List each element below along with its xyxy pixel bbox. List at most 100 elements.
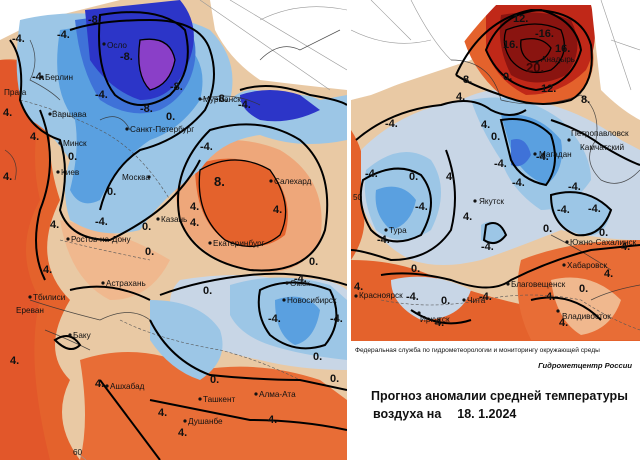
city-blagoveshchensk: Благовещенск xyxy=(511,280,566,289)
contour-label: -4. xyxy=(479,291,492,303)
contour-label: -4. xyxy=(294,273,307,285)
contour-label: 8. xyxy=(581,94,590,106)
city-salekhard: Салехард xyxy=(274,177,312,186)
contour-label: -8. xyxy=(170,81,183,93)
contour-label: 4. xyxy=(3,107,12,119)
grid-label-60: 60 xyxy=(73,448,83,457)
contour-label: -4. xyxy=(268,313,281,325)
city-saint-petersburg: Санкт-Петербург xyxy=(130,125,194,134)
forecast-caption: Федеральная служба по гидрометеорологии … xyxy=(351,341,640,460)
city-novosibirsk: Новосибирск xyxy=(287,296,337,305)
contour-label: 4. xyxy=(190,217,199,229)
extreme-hot-core xyxy=(499,12,578,83)
west-map-panel: 60 -8. -4. -4. -4. -8. -8. -4. -8. -8. -… xyxy=(0,0,347,460)
contour-label: 4. xyxy=(559,317,568,329)
city-omsk: Омск xyxy=(290,279,310,288)
contour-label: 4. xyxy=(10,355,19,367)
city-yuzhno-sakhalinsk: Южно-Сахалинск xyxy=(570,238,637,247)
contour-label: -8. xyxy=(215,93,228,105)
contour-label: -4. xyxy=(512,177,525,189)
contour-label: 4. xyxy=(604,268,613,280)
city-petropavlovsk: Петропавловск xyxy=(571,129,629,138)
contour-label: 0. xyxy=(579,283,588,295)
contour-label: -4. xyxy=(238,99,251,111)
city-oslo: Осло xyxy=(107,41,127,50)
contour-label: -4. xyxy=(200,141,213,153)
contour-label: -16. xyxy=(535,28,554,40)
city-anadyr: Анадырь xyxy=(541,55,575,64)
contour-label: -4. xyxy=(330,313,343,325)
city-yerevan: Ереван xyxy=(16,306,44,315)
contour-label: 4. xyxy=(463,211,472,223)
contour-label: -4. xyxy=(568,181,581,193)
contour-label: 0. xyxy=(142,221,151,233)
contour-label: -4. xyxy=(415,201,428,213)
cold-zone-tura xyxy=(375,186,416,230)
contour-label: 4. xyxy=(481,119,490,131)
city-irkutsk: Иркутск xyxy=(420,315,450,324)
city-baku: Баку xyxy=(73,331,92,340)
organization-name: Федеральная служба по гидрометеорологии … xyxy=(355,347,600,354)
city-krasnoyarsk: Красноярск xyxy=(359,291,403,300)
center-name: Гидрометцентр России xyxy=(538,361,632,370)
forecast-subtitle-prefix: воздуха на xyxy=(373,407,442,421)
contour-label: 8. xyxy=(214,174,225,189)
contour-label: 20. xyxy=(526,60,544,75)
city-yakutsk: Якутск xyxy=(479,197,504,206)
contour-label: 0. xyxy=(599,227,608,239)
contour-label: -8. xyxy=(120,51,133,63)
city-tashkent: Ташкент xyxy=(203,395,236,404)
east-cities: Анадырь Петропавловск Камчатский Магадан… xyxy=(354,55,637,324)
contour-label: -4. xyxy=(57,29,70,41)
contour-label: 0. xyxy=(543,223,552,235)
contour-label: 4. xyxy=(446,171,455,183)
city-minsk: Минск xyxy=(63,139,87,148)
contour-label: 0. xyxy=(441,295,450,307)
contour-label: -4. xyxy=(481,241,494,253)
contour-label: 4. xyxy=(178,427,187,439)
contour-label: 0. xyxy=(330,373,339,385)
city-magadan: Магадан xyxy=(539,150,572,159)
city-ashgabat: Ашхабад xyxy=(110,382,145,391)
west-anomaly-map: 60 -8. -4. -4. -4. -8. -8. -4. -8. -8. -… xyxy=(0,0,347,460)
contour-label: -4. xyxy=(494,158,507,170)
city-yekaterinburg: Екатеринбург xyxy=(213,239,265,248)
city-moscow: Москва xyxy=(122,173,150,182)
forecast-date: 18. 1.2024 xyxy=(457,407,517,421)
contour-label: 16. xyxy=(555,43,570,55)
contour-label: 12. xyxy=(513,13,528,25)
contour-label: -8. xyxy=(88,14,101,26)
city-vladivostok: Владивосток xyxy=(562,312,611,321)
city-murmansk: Мурманск xyxy=(203,95,241,104)
contour-label: -4. xyxy=(385,118,398,130)
east-contour-labels: 12. -16. 16. 16. 20. 12. 8. 8. 4. 4. 0. … xyxy=(354,13,630,329)
contour-label: 0. xyxy=(503,71,512,83)
contour-label: 4. xyxy=(435,317,444,329)
arctic-blank xyxy=(210,0,347,90)
contour-label: 0. xyxy=(203,285,212,297)
contour-label: -4. xyxy=(588,203,601,215)
contour-label: 4. xyxy=(3,171,12,183)
west-cities: Осло Берлин Прага Варшава Минск Киев Сан… xyxy=(4,41,337,426)
contour-label: 0. xyxy=(409,171,418,183)
grid-label-50: 50 xyxy=(353,193,363,202)
contour-label: -4. xyxy=(95,216,108,228)
east-map-panel: 50 12. -16. 16. 16. 20. 12. 8. 8. 4. 4. … xyxy=(351,0,640,460)
contour-label: -4. xyxy=(12,33,25,45)
contour-label: -4. xyxy=(406,291,419,303)
contour-label: 0. xyxy=(107,186,116,198)
contour-label: 0. xyxy=(491,131,500,143)
city-kamchatsky: Камчатский xyxy=(580,143,624,152)
city-dushanbe: Душанбе xyxy=(188,417,223,426)
forecast-title: Прогноз аномалии средней температуры xyxy=(371,389,628,403)
contour-label: 4. xyxy=(50,219,59,231)
contour-label: 8. xyxy=(463,74,472,86)
panel-divider xyxy=(347,0,351,460)
contour-label: 4. xyxy=(95,378,104,390)
east-anomaly-map: 50 12. -16. 16. 16. 20. 12. 8. 8. 4. 4. … xyxy=(351,0,640,460)
arctic-blank-east xyxy=(351,0,501,100)
contour-label: 0. xyxy=(166,111,175,123)
contour-label: -4. xyxy=(95,89,108,101)
contour-label: 4. xyxy=(43,264,52,276)
city-kazan: Казань xyxy=(161,215,187,224)
